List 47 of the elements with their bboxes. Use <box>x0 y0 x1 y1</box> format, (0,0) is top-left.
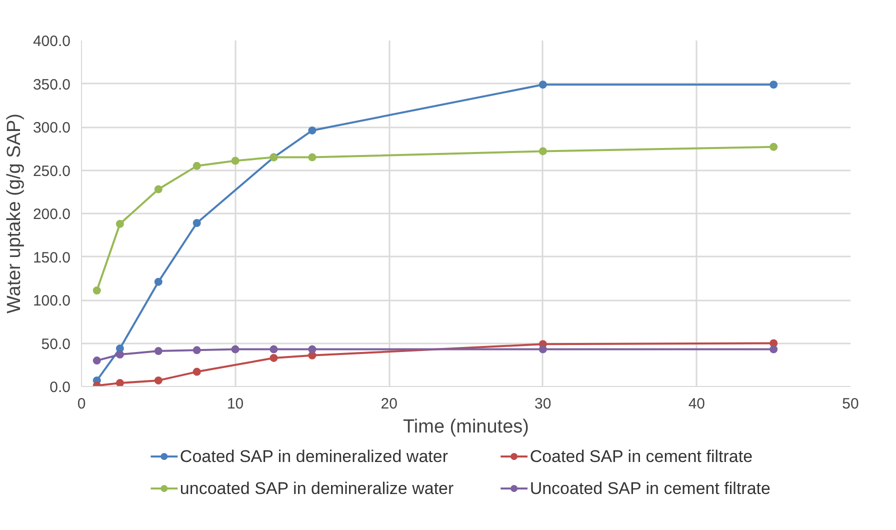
legend-label: Uncoated SAP in cement filtrate <box>530 479 770 498</box>
point <box>538 147 547 156</box>
x-axis-title: Time (minutes) <box>403 416 529 438</box>
point <box>154 185 162 194</box>
x-tick-label: 20 <box>380 396 398 412</box>
point <box>116 220 124 228</box>
point <box>770 142 778 151</box>
point <box>770 80 778 89</box>
point <box>538 345 547 354</box>
point <box>192 219 201 228</box>
y-tick-label: 250.0 <box>32 162 71 180</box>
y-tick-label: 400.0 <box>32 33 71 50</box>
y-tick-label: 0.0 <box>50 379 71 396</box>
point <box>116 379 124 386</box>
point <box>154 278 162 286</box>
point <box>231 156 240 165</box>
y-tick-label: 150.0 <box>32 249 71 266</box>
legend-label: Coated SAP in demineralized water <box>180 447 448 466</box>
y-tick-label: 350.0 <box>32 76 71 94</box>
point <box>231 345 240 354</box>
point <box>192 162 201 170</box>
x-tick-label: 30 <box>534 396 552 412</box>
y-tick-label: 200.0 <box>32 206 71 223</box>
x-tick-label: 0 <box>77 396 86 412</box>
point <box>270 354 278 362</box>
point <box>538 80 547 89</box>
point <box>154 376 162 384</box>
legend-label: uncoated SAP in demineralize water <box>180 479 454 498</box>
x-tick-label: 50 <box>842 396 859 412</box>
point <box>308 345 316 354</box>
y-axis-title: Water uptake (g/g SAP) <box>4 114 25 314</box>
y-tick-label: 100.0 <box>32 292 71 310</box>
point <box>308 153 316 162</box>
point <box>92 356 101 365</box>
point <box>770 345 778 354</box>
x-tick-label: 10 <box>226 396 244 412</box>
point <box>92 286 101 294</box>
y-tick-label: 300.0 <box>32 120 71 136</box>
x-tick-label: 40 <box>688 396 706 412</box>
point <box>308 126 316 134</box>
point <box>192 346 201 354</box>
point <box>192 368 201 376</box>
point <box>154 347 162 356</box>
point <box>270 345 278 354</box>
point <box>116 350 124 358</box>
y-tick-label: 50.0 <box>41 336 71 353</box>
legend-label: Coated SAP in cement filtrate <box>530 447 753 466</box>
